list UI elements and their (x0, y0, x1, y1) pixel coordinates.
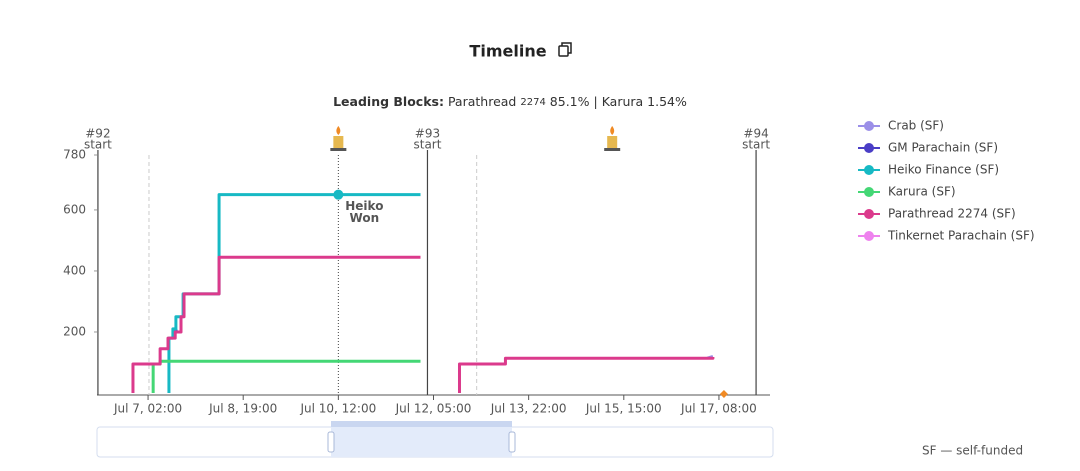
footnote: SF — self-funded (922, 444, 1023, 458)
candle-icon (330, 126, 347, 151)
legend-label[interactable]: Heiko Finance (SF) (888, 163, 999, 177)
leader-share: 1.54% (647, 94, 687, 109)
legend-label[interactable]: Tinkernet Parachain (SF) (887, 229, 1035, 243)
legend-marker (864, 165, 874, 175)
candle-flame (336, 126, 341, 135)
chart-title: Timeline (469, 42, 546, 61)
candle-base (604, 148, 621, 151)
legend-marker (864, 143, 874, 153)
leader-name: Parathread (448, 94, 516, 109)
legend-label[interactable]: Parathread 2274 (SF) (888, 207, 1016, 221)
series-line (131, 255, 421, 393)
winner-label: Heiko (345, 199, 383, 213)
series-line (151, 359, 421, 393)
auction-label: #92 (85, 127, 110, 141)
candle-body (333, 136, 344, 148)
legend-label[interactable]: Karura (SF) (888, 185, 956, 199)
legend-marker (864, 121, 874, 131)
winner-marker (333, 189, 344, 200)
winner-label: Won (350, 211, 380, 225)
x-tick-label: Jul 17, 08:00 (680, 402, 757, 416)
y-tick-label: 200 (63, 324, 86, 338)
x-tick-label: Jul 15, 15:00 (585, 402, 662, 416)
legend-marker (864, 187, 874, 197)
separator: | (590, 94, 602, 109)
y-tick-label: 780 (63, 148, 86, 162)
now-marker (719, 390, 728, 398)
auction-label: #93 (415, 127, 440, 141)
subtitle: Leading Blocks: Parathread 2274 85.1% | … (333, 94, 687, 109)
legend-label[interactable]: GM Parachain (SF) (888, 141, 998, 155)
x-tick-label: Jul 12, 05:00 (395, 402, 472, 416)
candle-flame (610, 126, 615, 135)
auction-label: #94 (743, 127, 768, 141)
zoom-slider[interactable] (96, 421, 774, 458)
y-tick-label: 400 (63, 263, 86, 277)
legend-label[interactable]: Crab (SF) (888, 119, 944, 133)
x-tick-label: Jul 13, 22:00 (490, 402, 567, 416)
auction-note: start (742, 138, 770, 152)
y-tick-label: 600 (63, 202, 86, 216)
leader-id: 2274 (520, 97, 545, 108)
auction-note: start (413, 138, 441, 152)
legend-marker (864, 209, 874, 219)
x-tick-label: Jul 8, 19:00 (208, 402, 277, 416)
candle-base (330, 148, 347, 151)
subtitle-label: Leading Blocks: (333, 94, 444, 109)
copy-icon[interactable] (558, 42, 572, 57)
series-line (457, 356, 715, 393)
leader-name: Karura (602, 94, 644, 109)
candle-icon (604, 126, 621, 151)
leader-share: 85.1% (550, 94, 590, 109)
legend-marker (864, 231, 874, 241)
x-tick-label: Jul 7, 02:00 (113, 402, 182, 416)
auction-note: start (84, 138, 112, 152)
candle-body (607, 136, 618, 148)
x-tick-label: Jul 10, 12:00 (299, 402, 376, 416)
